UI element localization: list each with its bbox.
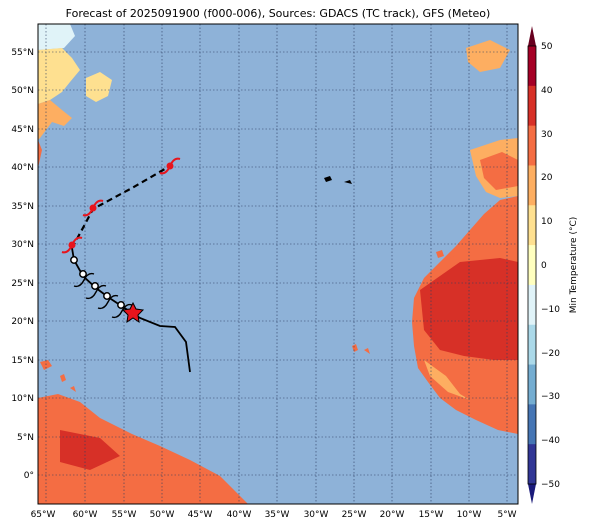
colorbar-ticks: 50 40 30 20 10 0 −10 −20 −30 −40 −50 xyxy=(541,42,560,490)
colorbar-tick: 0 xyxy=(541,261,547,271)
lon-axis-labels: 65°W 60°W 55°W 50°W 45°W 40°W 35°W 30°W … xyxy=(31,510,517,520)
colorbar-tick: 20 xyxy=(541,173,553,183)
track-points xyxy=(70,256,125,309)
lon-label: 65°W xyxy=(31,510,56,520)
iberia-interior xyxy=(480,152,518,190)
map-frame xyxy=(37,23,519,505)
colorbar-segment xyxy=(528,205,536,246)
map-title: Forecast of 2025091900 (f000-006), Sourc… xyxy=(65,7,491,20)
storm-symbols-past xyxy=(73,272,133,319)
colorbar-segment xyxy=(528,165,536,206)
cape-verde xyxy=(352,344,370,354)
south-america-interior xyxy=(60,430,120,470)
colorbar-tick: −20 xyxy=(541,349,560,359)
azores xyxy=(324,176,352,184)
colorbar-segment xyxy=(528,364,536,405)
lon-label: 45°W xyxy=(188,510,213,520)
lat-label: 5°N xyxy=(17,433,34,443)
colorbar-tick: 40 xyxy=(541,86,553,96)
lon-label: 50°W xyxy=(150,510,175,520)
lon-label: 10°W xyxy=(457,510,482,520)
west-africa-coast-mild xyxy=(424,360,470,400)
colorbar-segments xyxy=(528,46,536,485)
colorbar-tick: −50 xyxy=(541,480,560,490)
colorbar-tick: 30 xyxy=(541,130,553,140)
colorbar-segment xyxy=(528,245,536,286)
graticule xyxy=(38,24,518,504)
lat-label: 25°N xyxy=(11,279,34,289)
british-isles xyxy=(466,40,510,72)
lat-label: 20°N xyxy=(11,317,34,327)
lon-label: 15°W xyxy=(419,510,444,520)
colorbar-segment xyxy=(528,125,536,166)
colorbar-label: Min Temperature (°C) xyxy=(569,217,579,314)
colorbar-segment xyxy=(528,324,536,366)
land-layer xyxy=(38,24,518,504)
lon-label: 25°W xyxy=(342,510,367,520)
lat-label: 0° xyxy=(24,471,34,481)
caribbean-islands xyxy=(40,360,76,392)
lon-label: 5°W xyxy=(497,510,516,520)
colorbar-segment xyxy=(528,404,536,445)
colorbar-frame xyxy=(527,45,537,485)
colorbar-segment xyxy=(528,85,536,127)
colorbar-tick: −30 xyxy=(541,392,560,402)
lat-label: 55°N xyxy=(11,48,34,58)
maritimes xyxy=(38,100,72,140)
colorbar-tick: 50 xyxy=(541,42,553,52)
lat-label: 45°N xyxy=(11,125,34,135)
lon-label: 35°W xyxy=(265,510,290,520)
colorbar-tick: −40 xyxy=(541,436,560,446)
south-america xyxy=(38,394,248,504)
lon-label: 55°W xyxy=(112,510,137,520)
colorbar-top-arrow xyxy=(528,26,536,46)
colorbar-segment xyxy=(528,444,536,485)
colorbar-segment xyxy=(528,46,536,87)
lat-label: 50°N xyxy=(11,86,34,96)
storm-centers-forecast xyxy=(68,162,174,249)
colorbar-segment xyxy=(528,284,536,326)
colorbar-tick: −10 xyxy=(541,305,560,315)
lat-label: 15°N xyxy=(11,356,34,366)
lat-axis-labels: 55°N 50°N 45°N 40°N 35°N 30°N 25°N 20°N … xyxy=(11,48,34,481)
greenland-tip xyxy=(38,24,75,50)
colorbar-tick: 10 xyxy=(541,217,553,227)
lon-label: 40°W xyxy=(227,510,252,520)
lat-label: 35°N xyxy=(11,202,34,212)
us-east-coast xyxy=(38,140,42,168)
storm-track xyxy=(61,157,191,373)
current-position-star xyxy=(121,301,145,324)
lon-label: 20°W xyxy=(380,510,405,520)
canary-islands xyxy=(436,250,458,264)
lat-label: 30°N xyxy=(11,240,34,250)
colorbar-bottom-arrow xyxy=(528,484,536,504)
colorbar: 50 40 30 20 10 0 −10 −20 −30 −40 −50 Min… xyxy=(527,26,579,504)
lon-label: 60°W xyxy=(73,510,98,520)
lat-label: 40°N xyxy=(11,163,34,173)
lat-label: 10°N xyxy=(11,394,34,404)
newfoundland xyxy=(86,72,112,102)
lon-label: 30°W xyxy=(304,510,329,520)
